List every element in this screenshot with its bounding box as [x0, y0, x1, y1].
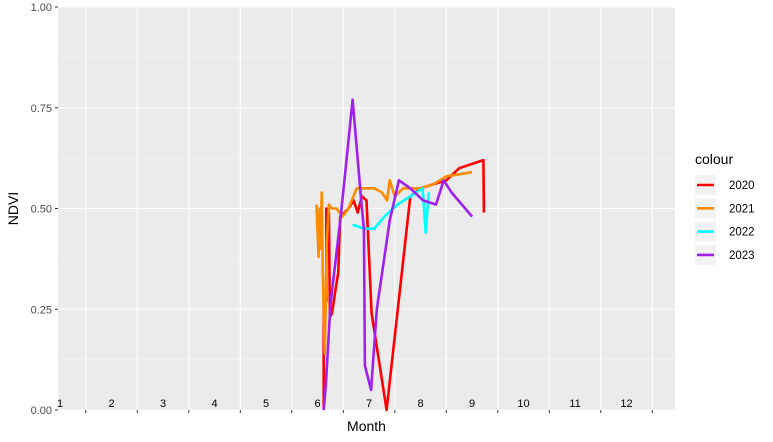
grid-major — [58, 6, 675, 411]
month-label: 7 — [366, 398, 372, 410]
series-lines — [315, 98, 486, 412]
legend-label-2022: 2022 — [729, 227, 755, 239]
month-label: 11 — [569, 398, 580, 410]
month-label: 9 — [469, 398, 475, 410]
legend-label-2021: 2021 — [729, 203, 755, 215]
y-tick-label: 0.25 — [31, 304, 52, 316]
legend-label-2020: 2020 — [729, 180, 755, 192]
y-axis-title: NDVI — [5, 192, 21, 225]
legend: colour 2020 2021 2022 2023 — [695, 151, 755, 265]
month-labels: 1 2 3 4 5 6 7 8 9 10 11 12 — [57, 398, 633, 410]
series-line-2023 — [322, 98, 474, 411]
month-label: 5 — [263, 398, 269, 410]
month-label: 6 — [314, 398, 320, 410]
y-tick-label: 0.00 — [31, 405, 52, 417]
month-label: 2 — [108, 398, 114, 410]
y-tick-label: 1.00 — [31, 2, 52, 14]
month-label: 4 — [211, 398, 217, 410]
month-label: 10 — [517, 398, 529, 410]
month-label: 8 — [417, 398, 423, 410]
grid-minor — [58, 57, 675, 360]
legend-label-2023: 2023 — [729, 250, 755, 262]
x-axis-title: Month — [347, 418, 386, 434]
series-line-2022 — [352, 187, 431, 234]
month-label: 1 — [57, 398, 63, 410]
month-label: 3 — [160, 398, 166, 410]
y-tick-label: 0.75 — [31, 103, 52, 115]
axes: 0.00 0.25 0.50 0.75 1.00 — [31, 2, 653, 417]
series-line-2021 — [315, 170, 473, 355]
y-tick-label: 0.50 — [31, 204, 52, 216]
legend-title: colour — [695, 151, 733, 167]
month-label: 12 — [620, 398, 632, 410]
